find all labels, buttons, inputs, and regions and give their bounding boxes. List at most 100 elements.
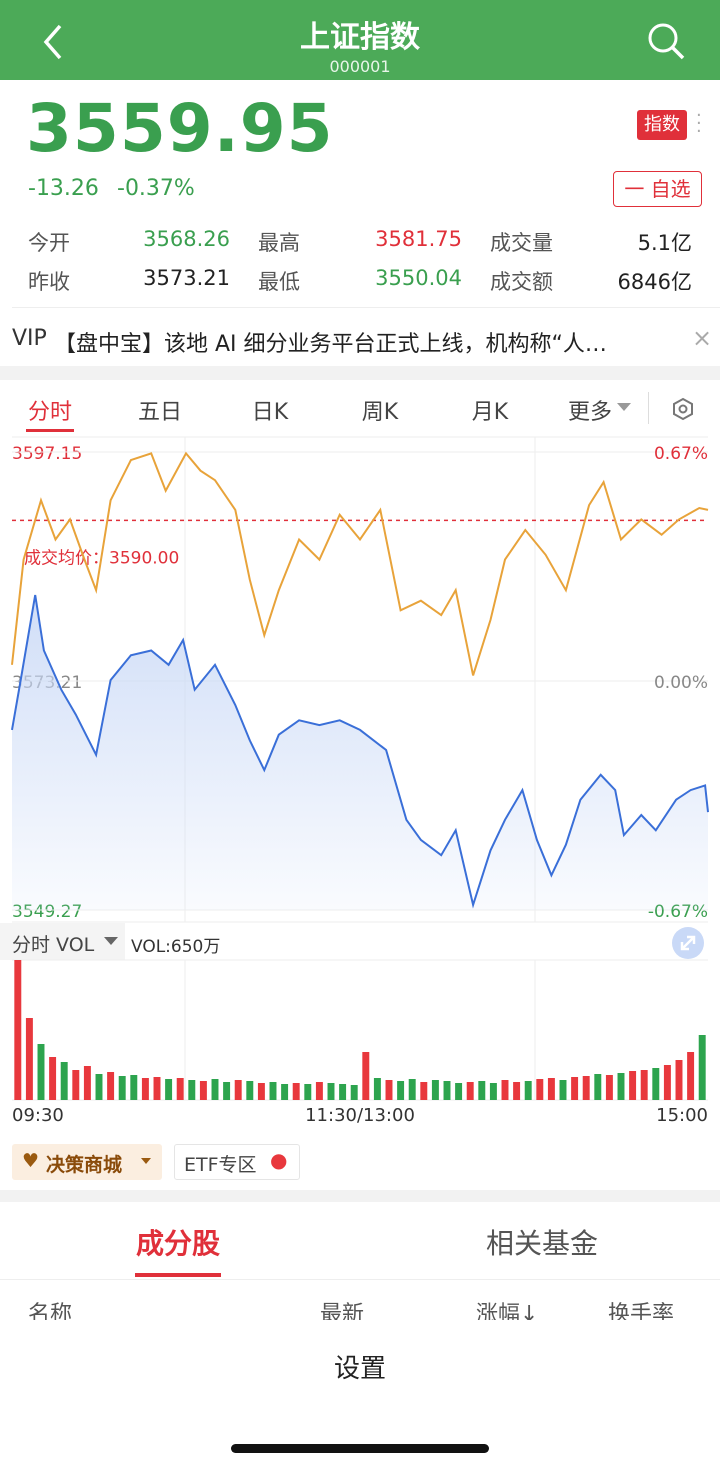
volume-bar: [37, 1044, 45, 1100]
volume-bar: [141, 1078, 149, 1100]
volume-bar: [350, 1085, 358, 1100]
volume-bar: [211, 1079, 219, 1100]
stat-label: 最高: [258, 231, 300, 255]
divider: [0, 1279, 720, 1280]
volume-bar: [83, 1066, 91, 1100]
volume-bar: [72, 1070, 80, 1100]
tab[interactable]: 月K: [471, 400, 509, 425]
stat-label: 成交量: [490, 231, 553, 255]
volume-bar: [594, 1074, 602, 1100]
page-title: 上证指数: [300, 20, 420, 55]
volume-bar: [223, 1082, 231, 1100]
index-badge: 指数: [637, 110, 687, 140]
tab[interactable]: 分时: [27, 400, 72, 425]
close-button[interactable]: ×: [692, 324, 713, 352]
volume-bar: [153, 1077, 161, 1100]
chip[interactable]: ETF专区: [184, 1154, 257, 1176]
volume-bar: [107, 1072, 115, 1100]
volume-bar: [176, 1078, 184, 1100]
bottom-tab[interactable]: 相关基金: [485, 1227, 598, 1260]
chip-bg: [12, 1144, 162, 1180]
tab-underline: [135, 1273, 221, 1277]
volume-bar: [582, 1076, 590, 1100]
volume-bar: [547, 1078, 555, 1100]
avg-price-value: 3590.00: [109, 548, 179, 568]
avg-price-title: 成交均价：: [24, 548, 109, 568]
stat-value: 3581.75: [375, 227, 462, 251]
volume-bar: [246, 1081, 254, 1100]
search-button[interactable]: [645, 20, 687, 62]
tab[interactable]: 更多: [567, 400, 612, 425]
volume-bar: [14, 960, 22, 1100]
volume-bar: [118, 1076, 126, 1100]
volume-bar: [362, 1052, 370, 1100]
volume-bar: [165, 1079, 173, 1100]
stat-value: 3568.26: [143, 227, 230, 251]
divider: [648, 392, 649, 424]
volume-bar: [640, 1070, 648, 1100]
y2-tick-label: 0.00%: [654, 673, 708, 693]
vol-selector[interactable]: 分时 VOL: [12, 934, 95, 956]
volume-bar: [466, 1082, 474, 1100]
divider: [0, 1190, 720, 1202]
volume-bar: [408, 1079, 416, 1100]
more-dots[interactable]: · · ·: [696, 105, 702, 142]
y-tick-label: 3597.15: [12, 444, 82, 464]
volume-bar: [234, 1080, 242, 1100]
tab[interactable]: 周K: [361, 400, 399, 425]
volume-bar: [269, 1082, 277, 1100]
volume-bar: [95, 1074, 103, 1100]
watch-button[interactable]: 一 自选: [613, 171, 702, 207]
volume-bar: [513, 1082, 521, 1100]
vol-selector-bg: [0, 923, 125, 960]
expand-icon[interactable]: [671, 926, 705, 960]
bottom-tab[interactable]: 成分股: [135, 1227, 220, 1260]
volume-bar: [49, 1057, 57, 1100]
stat-label: 最低: [258, 270, 300, 294]
stat-label: 昨收: [28, 270, 70, 294]
volume-bar: [315, 1082, 323, 1100]
vol-label: VOL:650万: [131, 937, 221, 957]
price-line: [11, 594, 709, 909]
dropdown-caret: [104, 937, 118, 945]
stat-value: 3573.21: [143, 266, 230, 290]
tab[interactable]: 日K: [251, 400, 289, 425]
volume-bar: [420, 1082, 428, 1100]
stat-value: 3550.04: [375, 266, 462, 290]
volume-bar: [25, 1018, 33, 1100]
divider: [0, 366, 720, 380]
y2-tick-label: 0.67%: [654, 444, 708, 464]
intraday-chart: 3597.153573.213549.270.67%0.00%-0.67%09:…: [11, 436, 709, 1126]
volume-bar: [339, 1084, 347, 1100]
volume-bar: [130, 1075, 138, 1100]
change-pct: -0.37%: [117, 176, 195, 201]
avg-price-label: 成交均价：3590.00: [24, 548, 179, 568]
price: 3559.95: [26, 90, 334, 167]
volume-bar: [652, 1068, 660, 1100]
settings-icon[interactable]: [671, 397, 695, 421]
x-tick-label: 15:00: [656, 1105, 708, 1126]
chip-bg: [174, 1144, 300, 1180]
tab[interactable]: 五日: [137, 400, 182, 425]
price-line: [11, 451, 709, 676]
back-button[interactable]: [38, 22, 68, 62]
volume-bar: [188, 1080, 196, 1100]
volume-bar: [455, 1083, 463, 1100]
volume-bar: [524, 1081, 532, 1100]
volume-bar: [199, 1081, 207, 1100]
stat-label: 成交额: [490, 270, 553, 294]
stat-value: 6846亿: [617, 270, 692, 294]
news-text[interactable]: 【盘中宝】该地 AI 细分业务平台正式上线，机构称“人…: [54, 332, 607, 357]
volume-bar: [60, 1062, 68, 1100]
price-area: [12, 595, 708, 910]
volume-bar: [687, 1052, 695, 1100]
home-indicator: [231, 1444, 489, 1453]
header-bar: [0, 0, 720, 80]
volume-bar: [397, 1081, 405, 1100]
volume-bar: [559, 1080, 567, 1100]
volume-bar: [443, 1081, 451, 1100]
volume-bar: [605, 1075, 613, 1100]
chip[interactable]: 决策商城: [46, 1154, 123, 1176]
sheet-title[interactable]: 设置: [333, 1354, 386, 1384]
